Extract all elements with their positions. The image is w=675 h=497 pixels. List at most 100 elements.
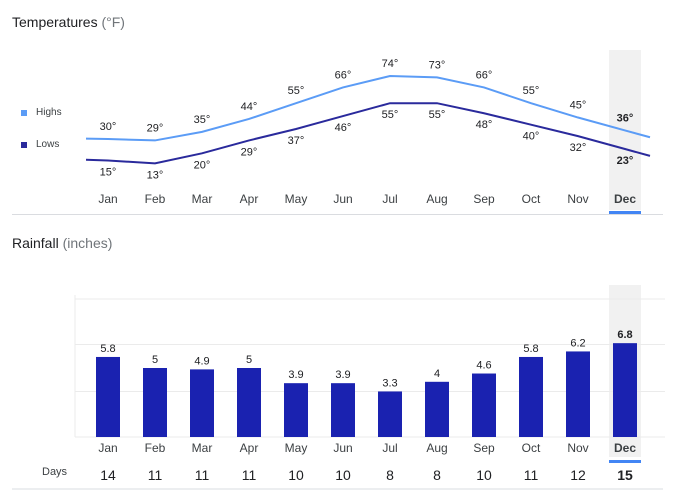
highs-line <box>85 74 651 142</box>
legend-lows: Lows <box>21 139 59 150</box>
rain-value-label: 6.8 <box>617 329 632 341</box>
rain-bar <box>284 383 308 437</box>
high-temp-label: 55° <box>523 85 540 97</box>
high-temp-label: 74° <box>382 58 399 70</box>
temperature-title: Temperatures (°F) <box>12 14 125 30</box>
rain-value-label: 4 <box>434 368 440 380</box>
rain-month-label: Aug <box>426 441 447 455</box>
high-temp-label: 35° <box>194 114 211 126</box>
rain-days-value: 10 <box>288 467 304 483</box>
high-temp-label: 45° <box>570 100 587 112</box>
rain-days-value: 11 <box>195 467 210 483</box>
rain-month-label: Jul <box>382 441 397 455</box>
days-label: Days <box>42 466 68 478</box>
rain-month-label: Oct <box>522 441 541 455</box>
temp-month-label: Oct <box>522 192 541 206</box>
rain-month-label: Feb <box>145 441 166 455</box>
legend-lows-label: Lows <box>36 139 60 150</box>
high-temp-label: 66° <box>335 69 352 81</box>
low-temp-label: 23° <box>617 155 634 167</box>
temp-month-label: Jul <box>382 192 397 206</box>
temperature-unit: (°F) <box>101 14 125 30</box>
rain-value-label: 5 <box>152 354 158 366</box>
selected-month-underline-temp <box>609 211 641 214</box>
high-temp-label: 30° <box>100 121 117 133</box>
low-temp-label: 48° <box>476 119 493 131</box>
low-temp-label: 29° <box>241 146 258 158</box>
high-temp-label: 44° <box>241 101 258 113</box>
temp-month-label: Dec <box>614 192 636 206</box>
rain-days-value: 8 <box>386 467 394 483</box>
rain-bar <box>472 373 496 437</box>
low-temp-label: 37° <box>288 135 305 147</box>
rain-value-label: 3.3 <box>382 377 397 389</box>
low-temp-label: 20° <box>194 159 211 171</box>
low-temp-label: 55° <box>382 109 399 121</box>
rain-bar <box>190 369 214 437</box>
high-temp-label: 36° <box>617 112 634 124</box>
rain-month-label: Mar <box>192 441 213 455</box>
rain-month-label: Sep <box>473 441 495 455</box>
section-divider <box>12 214 663 215</box>
low-temp-label: 40° <box>523 131 540 143</box>
rain-month-label: Dec <box>614 441 636 455</box>
rain-value-label: 3.9 <box>335 369 350 381</box>
high-temp-label: 66° <box>476 69 493 81</box>
temp-month-label: Jan <box>98 192 117 206</box>
rain-days-value: 11 <box>524 467 539 483</box>
rain-days-value: 12 <box>570 467 586 483</box>
legend-highs-label: Highs <box>36 107 62 118</box>
rain-value-label: 4.9 <box>194 355 209 367</box>
low-temp-label: 15° <box>100 166 117 178</box>
temperature-title-text: Temperatures <box>12 14 98 30</box>
high-temp-label: 73° <box>429 59 446 71</box>
rain-value-label: 3.9 <box>288 369 303 381</box>
rain-bar <box>143 368 167 437</box>
rain-month-label: May <box>285 441 308 455</box>
rain-value-label: 6.2 <box>570 337 585 349</box>
rain-bar <box>519 356 543 437</box>
rain-month-label: Jan <box>98 441 117 455</box>
low-temp-label: 13° <box>147 169 164 181</box>
high-temp-label: 55° <box>288 85 305 97</box>
rainfall-unit: (inches) <box>62 235 113 251</box>
high-temp-label: 29° <box>147 122 164 134</box>
rain-bar <box>425 381 449 437</box>
rain-bar <box>331 383 355 437</box>
temp-month-label: Mar <box>192 192 213 206</box>
rain-month-label: Jun <box>333 441 352 455</box>
temp-month-label: Jun <box>333 192 352 206</box>
rainfall-title: Rainfall (inches) <box>12 235 112 251</box>
rain-value-label: 5.8 <box>523 343 538 355</box>
rain-value-label: 5 <box>246 354 252 366</box>
rainfall-title-text: Rainfall <box>12 235 59 251</box>
low-temp-label: 46° <box>335 122 352 134</box>
rain-bar <box>378 391 402 437</box>
low-temp-label: 55° <box>429 109 446 121</box>
rain-bar <box>613 343 637 437</box>
rain-days-value: 14 <box>100 467 116 483</box>
rain-value-label: 5.8 <box>100 343 115 355</box>
rain-days-value: 11 <box>148 467 163 483</box>
temp-month-label: May <box>285 192 308 206</box>
temp-month-label: Apr <box>240 192 259 206</box>
rain-month-label: Apr <box>240 441 259 455</box>
temp-month-label: Feb <box>145 192 166 206</box>
temp-month-label: Nov <box>567 192 588 206</box>
temp-month-label: Aug <box>426 192 447 206</box>
rain-month-label: Nov <box>567 441 588 455</box>
rain-bar <box>96 356 120 437</box>
temp-month-label: Sep <box>473 192 495 206</box>
rain-days-value: 11 <box>242 467 257 483</box>
lows-line <box>85 102 651 165</box>
highs-swatch-icon <box>21 109 27 116</box>
rain-value-label: 4.6 <box>476 360 491 372</box>
lows-swatch-icon <box>21 141 27 148</box>
low-temp-label: 32° <box>570 142 587 154</box>
selected-month-underline-rain <box>609 460 641 463</box>
rain-days-value: 8 <box>433 467 441 483</box>
legend-highs: Highs <box>21 107 62 118</box>
rain-days-value: 15 <box>617 467 633 483</box>
rain-bar <box>566 351 590 437</box>
